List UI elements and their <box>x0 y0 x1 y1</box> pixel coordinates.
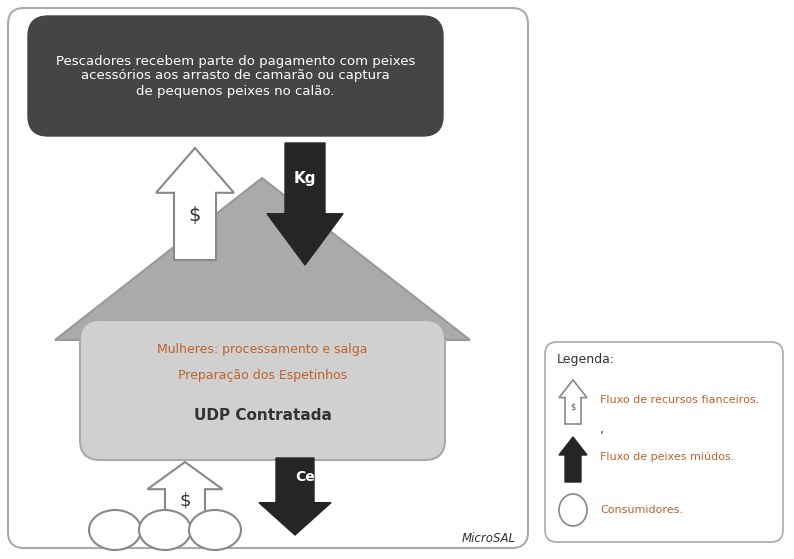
FancyBboxPatch shape <box>545 342 783 542</box>
FancyBboxPatch shape <box>8 8 528 548</box>
FancyBboxPatch shape <box>80 320 445 460</box>
Text: $: $ <box>570 402 576 411</box>
Ellipse shape <box>139 510 191 550</box>
Text: Fluxo de peixes miúdos.: Fluxo de peixes miúdos. <box>600 452 734 462</box>
Text: Fluxo de recursos fianceiros.: Fluxo de recursos fianceiros. <box>600 395 759 405</box>
Text: $: $ <box>189 206 201 225</box>
Text: Cento: Cento <box>295 470 341 484</box>
Text: Mulheres: processamento e salga: Mulheres: processamento e salga <box>157 343 368 357</box>
Polygon shape <box>156 148 234 260</box>
Text: Consumidores.: Consumidores. <box>600 505 683 515</box>
Text: MicroSAL: MicroSAL <box>462 532 516 545</box>
Text: Preparação dos Espetinhos: Preparação dos Espetinhos <box>178 368 347 381</box>
Polygon shape <box>559 437 587 482</box>
Polygon shape <box>259 458 331 535</box>
Ellipse shape <box>89 510 141 550</box>
Text: UDP Contratada: UDP Contratada <box>194 408 331 423</box>
Polygon shape <box>559 380 587 424</box>
Polygon shape <box>148 462 222 530</box>
FancyBboxPatch shape <box>28 16 443 136</box>
Text: Pescadores recebem parte do pagamento com peixes
acessórios aos arrasto de camar: Pescadores recebem parte do pagamento co… <box>56 54 415 97</box>
Polygon shape <box>267 143 343 265</box>
Text: Kg: Kg <box>294 170 316 186</box>
Ellipse shape <box>559 494 587 526</box>
Text: ,: , <box>600 424 604 437</box>
Polygon shape <box>55 178 470 340</box>
Text: Legenda:: Legenda: <box>557 353 615 367</box>
Text: $: $ <box>179 491 191 509</box>
Ellipse shape <box>189 510 241 550</box>
